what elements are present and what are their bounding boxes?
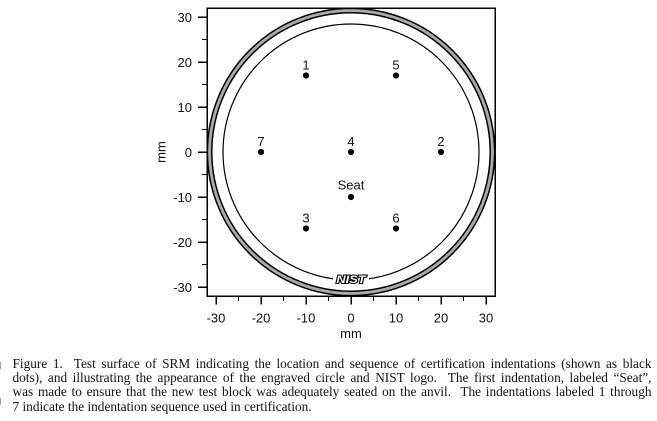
svg-text:mm: mm (340, 326, 362, 341)
svg-text:20: 20 (178, 55, 192, 70)
svg-text:30: 30 (178, 10, 192, 25)
svg-text:-10: -10 (173, 190, 192, 205)
svg-text:10: 10 (389, 311, 403, 326)
svg-text:30: 30 (479, 311, 493, 326)
svg-text:3: 3 (302, 211, 309, 226)
svg-text:10: 10 (178, 100, 192, 115)
svg-text:-30: -30 (173, 280, 192, 295)
svg-text:NIST: NIST (336, 273, 367, 286)
svg-text:-30: -30 (207, 311, 226, 326)
svg-text:20: 20 (434, 311, 448, 326)
svg-text:1: 1 (302, 58, 309, 73)
svg-text:0: 0 (347, 311, 354, 326)
svg-text:2: 2 (437, 134, 444, 149)
svg-text:5: 5 (392, 58, 399, 73)
svg-text:-10: -10 (297, 311, 316, 326)
svg-text:4: 4 (347, 134, 354, 149)
svg-text:-20: -20 (252, 311, 271, 326)
svg-text:Seat: Seat (338, 177, 365, 192)
svg-text:-20: -20 (173, 235, 192, 250)
svg-text:6: 6 (392, 211, 399, 226)
svg-text:0: 0 (185, 145, 192, 160)
svg-text:mm: mm (154, 141, 169, 163)
svg-text:7: 7 (257, 134, 264, 149)
